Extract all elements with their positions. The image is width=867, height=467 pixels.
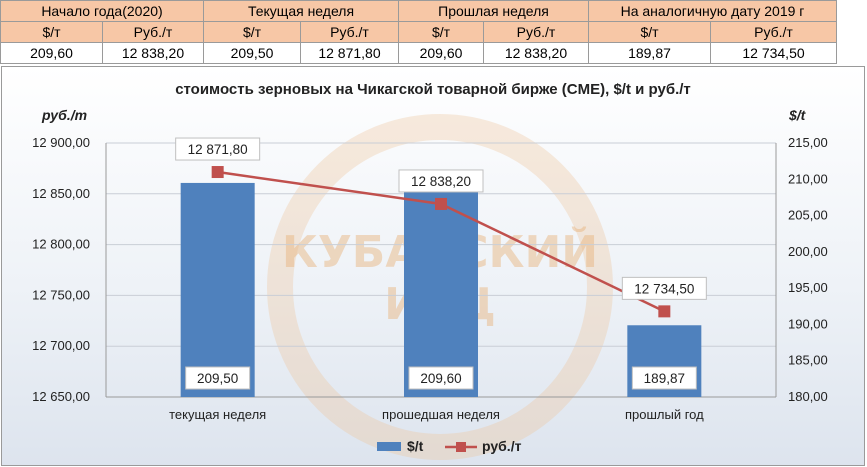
chart-title: стоимость зерновых на Чикагской товарной… — [175, 81, 691, 98]
value-cell: 12 838,20 — [483, 42, 589, 64]
right-tick-label: 195,00 — [788, 280, 828, 295]
left-tick-label: 12 800,00 — [32, 237, 90, 252]
left-tick-label: 12 850,00 — [32, 186, 90, 201]
right-tick-label: 190,00 — [788, 316, 828, 331]
unit-cell: Руб./т — [300, 21, 399, 43]
value-cell: 189,87 — [588, 42, 711, 64]
bar-data-label: 209,60 — [420, 371, 461, 386]
line-label-box — [175, 137, 261, 161]
value-cell: 209,50 — [203, 42, 301, 64]
right-axis-unit: $/t — [788, 107, 807, 123]
right-tick-label: 200,00 — [788, 244, 828, 259]
table-value-row: 209,60 12 838,20 209,50 12 871,80 209,60… — [0, 42, 838, 64]
unit-cell: $/т — [588, 21, 711, 43]
value-cell: 209,60 — [0, 42, 103, 64]
legend-line-marker — [456, 442, 466, 452]
line-marker — [658, 305, 671, 318]
combo-chart: КУБАНСКИЙИАЦстоимость зерновых на Чикагс… — [32, 81, 828, 460]
legend-bar-swatch — [377, 442, 401, 451]
category-label: прошедшая неделя — [382, 407, 500, 422]
unit-cell: $/т — [0, 21, 103, 43]
line-marker — [435, 197, 447, 210]
unit-cell: Руб./т — [102, 21, 204, 43]
line-data-label: 12 871,80 — [188, 142, 248, 157]
bar — [404, 181, 478, 397]
bar — [180, 182, 255, 397]
line-marker — [211, 166, 224, 179]
header-previous-week: Прошлая неделя — [398, 0, 589, 22]
right-tick-label: 185,00 — [788, 353, 828, 368]
line-data-label: 12 734,50 — [634, 281, 694, 296]
legend-bar-label: $/t — [407, 438, 424, 454]
unit-cell: $/т — [203, 21, 301, 43]
chart-panel: КУБАНСКИЙИАЦстоимость зерновых на Чикагс… — [1, 66, 865, 466]
table-header-row: Начало года(2020) Текущая неделя Прошлая… — [0, 0, 838, 22]
right-tick-label: 210,00 — [788, 171, 828, 186]
left-axis-unit: руб./т — [41, 107, 87, 123]
unit-cell: $/т — [398, 21, 484, 43]
bar-label-box — [185, 366, 251, 390]
unit-cell: Руб./т — [709, 21, 838, 43]
table-unit-row: $/т Руб./т $/т Руб./т $/т Руб./т $/т Руб… — [0, 21, 838, 43]
header-start-of-year: Начало года(2020) — [0, 0, 204, 22]
right-tick-label: 180,00 — [788, 389, 828, 404]
category-label: текущая неделя — [169, 407, 266, 422]
left-tick-label: 12 750,00 — [32, 287, 90, 302]
value-cell: 209,60 — [398, 42, 484, 64]
bar-label-box — [631, 366, 697, 390]
line-label-box — [621, 276, 707, 300]
value-cell: 12 734,50 — [709, 42, 838, 64]
category-label: прошлый год — [625, 407, 704, 422]
watermark-ring — [267, 114, 613, 460]
line-data-label: 12 838,20 — [411, 174, 471, 189]
summary-table: Начало года(2020) Текущая неделя Прошлая… — [0, 0, 838, 64]
line-label-box — [398, 169, 484, 193]
left-tick-label: 12 650,00 — [32, 389, 90, 404]
legend-line-label: руб./т — [482, 438, 522, 454]
bar-label-box — [408, 366, 474, 390]
header-current-week: Текущая неделя — [203, 0, 399, 22]
value-cell: 12 838,20 — [102, 42, 204, 64]
value-cell: 12 871,80 — [300, 42, 399, 64]
bar-data-label: 209,50 — [197, 371, 238, 386]
unit-cell: Руб./т — [483, 21, 589, 43]
left-tick-label: 12 700,00 — [32, 338, 90, 353]
bar-data-label: 189,87 — [644, 371, 685, 386]
left-tick-label: 12 900,00 — [32, 135, 90, 150]
right-tick-label: 205,00 — [788, 208, 828, 223]
header-same-date-2019: На аналогичную дату 2019 г — [587, 0, 838, 22]
right-tick-label: 215,00 — [788, 135, 828, 150]
